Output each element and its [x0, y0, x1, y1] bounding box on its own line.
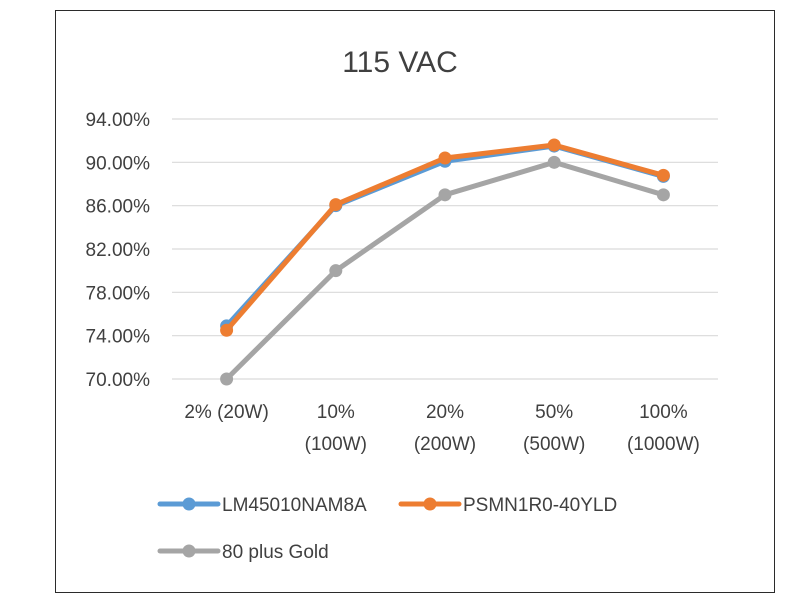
legend-swatch-marker — [423, 497, 437, 511]
y-tick-label: 70.00% — [86, 370, 151, 391]
x-tick-label: (200W) — [414, 434, 476, 455]
data-point — [438, 151, 452, 165]
x-tick-label: (500W) — [523, 434, 585, 455]
y-tick-label: 74.00% — [86, 327, 151, 348]
x-tick-label: 10% — [317, 402, 355, 423]
data-point — [547, 138, 561, 152]
series-lines — [220, 138, 670, 386]
chart-frame — [55, 10, 775, 593]
legend-label: LM45010NAM8A — [222, 495, 367, 516]
legend-label: 80 plus Gold — [222, 542, 329, 563]
data-point — [656, 188, 670, 202]
x-tick-label: 20% — [426, 402, 464, 423]
x-axis-ticks: 2% (20W) 10% (100W) 20% (200W) 50% (500W) 100% (… — [184, 402, 699, 455]
legend-swatch-marker — [182, 497, 196, 511]
y-tick-label: 82.00% — [86, 240, 151, 261]
data-point — [438, 188, 452, 202]
x-tick-label: 50% — [535, 402, 573, 423]
data-point — [547, 155, 561, 169]
x-tick-label: 100% — [639, 402, 688, 423]
y-tick-label: 86.00% — [86, 197, 151, 218]
legend-label: PSMN1R0-40YLD — [463, 495, 617, 516]
x-tick-label: (1000W) — [627, 434, 700, 455]
chart-title: 115 VAC — [342, 46, 458, 79]
legend-swatch-marker — [182, 544, 196, 558]
data-point — [220, 323, 234, 337]
legend: LM45010NAM8A PSMN1R0-40YLD 80 plus Gold — [157, 495, 617, 563]
data-point — [329, 198, 343, 212]
data-point — [329, 264, 343, 278]
x-tick-label: 2% (20W) — [184, 402, 268, 423]
data-point — [656, 168, 670, 182]
y-tick-label: 90.00% — [86, 153, 151, 174]
y-tick-label: 94.00% — [86, 110, 151, 131]
data-point — [220, 372, 234, 386]
y-tick-label: 78.00% — [86, 283, 151, 304]
x-tick-label: (100W) — [305, 434, 367, 455]
y-axis-ticks: 70.00% 74.00% 78.00% 82.00% 86.00% 90.00% 94.0… — [86, 110, 151, 391]
